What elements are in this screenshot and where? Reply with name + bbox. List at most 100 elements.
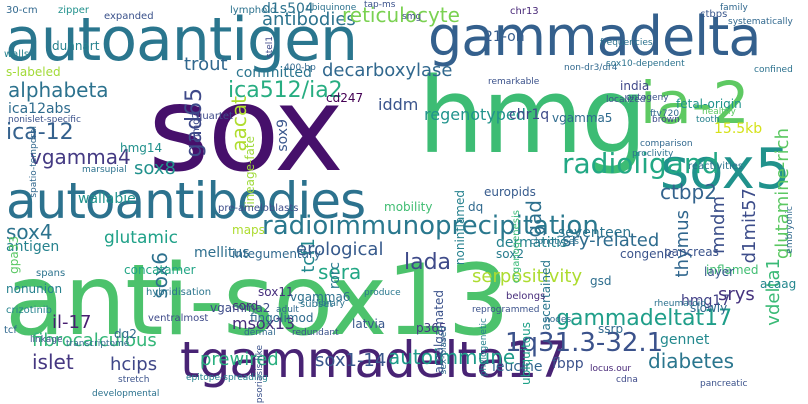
cloud-word: fingolimod — [250, 311, 314, 325]
cloud-word: hmg — [418, 55, 647, 177]
cloud-word: autoantibodies — [6, 172, 366, 230]
cloud-word: proclivity — [632, 149, 674, 159]
cloud-word: cd247 — [326, 91, 364, 105]
cloud-word: hmg2 — [191, 112, 202, 141]
cloud-word: mellitus — [194, 245, 250, 261]
cloud-word: glutamic — [104, 228, 179, 248]
cloud-word: ssrp — [598, 322, 624, 336]
cloud-word: clonotypes — [530, 237, 579, 247]
cloud-word: spans — [36, 268, 66, 279]
cloud-word: erological — [296, 239, 384, 260]
cloud-word: gennet — [660, 332, 710, 348]
cloud-word: sox1-14 — [315, 350, 387, 371]
cloud-word: tcf — [4, 325, 17, 336]
cloud-word: comparison — [640, 139, 693, 149]
cloud-word: transcriptome — [66, 339, 130, 349]
cloud-word: chr1q — [509, 107, 550, 123]
cloud-word: lada — [404, 250, 452, 275]
cloud-word: expanded — [104, 11, 154, 22]
cloud-word: sox11 — [258, 285, 294, 299]
cloud-word: cord — [232, 299, 259, 313]
cloud-word: subset — [300, 299, 334, 310]
cloud-word: d1s504 — [262, 1, 314, 17]
cloud-word: maps — [232, 223, 265, 237]
cloud-word: nonislet-specific — [8, 115, 81, 125]
cloud-word: belongs — [506, 291, 546, 302]
cloud-word: tooth — [696, 115, 720, 125]
cloud-word: sox10-dependent — [606, 59, 685, 69]
cloud-word: gsd — [590, 274, 612, 288]
cloud-word: ftv720 — [650, 109, 680, 119]
cloud-word: antibodies — [262, 9, 356, 30]
cloud-word: locus.our — [590, 364, 632, 374]
cloud-word: msox13 — [232, 314, 296, 333]
cloud-word: frequencies — [600, 38, 653, 48]
cloud-word: phylogenetic — [479, 318, 489, 377]
cloud-word: latvia — [352, 317, 386, 331]
cloud-word: regenotyped — [424, 105, 526, 124]
cloud-word: wallabie — [78, 191, 136, 207]
cloud-word: gammadelta — [428, 5, 761, 68]
cloud-word: dermatitis — [496, 235, 568, 251]
cloud-word: il-17 — [52, 312, 92, 333]
cloud-word: rheumatoid — [654, 299, 707, 309]
cloud-word: radioimmunoprecipitation — [262, 211, 599, 241]
cloud-word: redundant — [292, 328, 339, 338]
cloud-word: reprogrammed — [472, 305, 540, 315]
cloud-word: radioligand — [562, 147, 720, 180]
cloud-word: family — [720, 3, 748, 13]
cloud-word: lineage-fate — [243, 136, 257, 209]
cloud-word: mobility — [384, 200, 433, 214]
cloud-word: srys — [718, 284, 755, 305]
cloud-word: prewired — [200, 349, 279, 370]
cloud-word: stretch — [118, 375, 150, 385]
cloud-word: vdelta1 — [763, 258, 784, 326]
cloud-word: sox4 — [6, 220, 53, 244]
cloud-word: d1mit57 — [739, 188, 760, 264]
cloud-word: sox8 — [134, 158, 176, 179]
cloud-word: ontogeny — [626, 93, 669, 103]
cloud-word: thymus — [672, 210, 693, 278]
cloud-word: vgamma4 — [30, 145, 131, 169]
cloud-word: congenic — [620, 247, 675, 261]
cloud-word: nonunion — [6, 282, 63, 296]
cloud-word: 21-oh — [484, 29, 525, 45]
cloud-word: smg — [402, 12, 422, 22]
cloud-word: pancreas — [664, 245, 719, 259]
cloud-word: walls — [4, 49, 30, 60]
cloud-word: systematically — [728, 17, 793, 27]
cloud-word: cdna — [616, 375, 638, 385]
cloud-word: hmg17 — [681, 293, 731, 309]
cloud-word: india — [620, 79, 650, 93]
cloud-word: healthy — [702, 107, 736, 117]
cloud-word: reactivities — [688, 161, 744, 172]
cloud-word: tgammadelta17 — [180, 331, 568, 389]
cloud-word: inflamed — [706, 263, 759, 277]
cloud-word: sry-related — [562, 230, 660, 251]
cloud-word: remarkable — [488, 77, 540, 87]
cloud-word: psoriasis-like — [255, 344, 265, 403]
cloud-word: autoantigen — [5, 5, 358, 75]
cloud-word: reticulocyte — [342, 3, 460, 27]
cloud-word: fbpp — [552, 356, 584, 372]
cloud-word: fibrocalculous — [32, 330, 157, 351]
cloud-word: ia-2 — [640, 69, 750, 137]
cloud-word: diabetes — [648, 349, 735, 373]
cloud-word: marsupial — [82, 165, 127, 175]
cloud-word: gad — [522, 200, 546, 238]
cloud-word: anti-sox13 — [5, 244, 510, 358]
cloud-word: produce — [364, 288, 401, 298]
cloud-word: hmg14 — [120, 141, 163, 155]
cloud-word: sex-biased — [439, 326, 449, 375]
cloud-word: quartet — [196, 111, 233, 122]
cloud-word: noninflamed — [453, 190, 467, 266]
cloud-word: non-dr3/dr4 — [564, 63, 618, 73]
cloud-word: ubiquinone — [306, 3, 357, 13]
cloud-word: sox9 — [275, 119, 291, 152]
cloud-word: pancreatic — [700, 379, 748, 389]
cloud-word: 30-cm — [6, 5, 38, 16]
cloud-word: vgamma2 — [210, 301, 271, 315]
cloud-word: vgamma6 — [290, 290, 351, 304]
cloud-word: crizotinib — [6, 305, 52, 316]
cloud-word: acaag — [760, 277, 797, 291]
